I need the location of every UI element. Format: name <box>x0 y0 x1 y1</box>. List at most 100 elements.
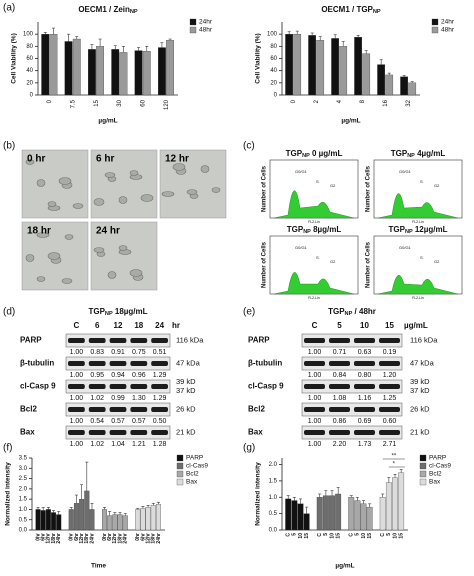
bar <box>291 500 298 531</box>
peak-label: G2 <box>434 183 440 188</box>
ratio: 1.20 <box>383 372 397 379</box>
ratio: 0.96 <box>132 372 146 379</box>
cell <box>118 196 128 204</box>
blot-band <box>88 361 106 366</box>
peak-label: G2 <box>330 183 336 188</box>
bar <box>122 515 128 531</box>
bar <box>316 497 323 531</box>
bar <box>35 509 41 531</box>
histogram-title: TGPNP 4µg/mL <box>391 149 446 159</box>
blot-strip <box>301 425 403 440</box>
blot-band <box>88 407 106 412</box>
title: OECM1 / ZeinNP <box>78 5 138 15</box>
y-tick-label: 3.0 <box>19 466 28 472</box>
x-tick-label: 8 <box>360 99 366 103</box>
y-tick-label: 0.0 <box>19 528 28 534</box>
y-axis-label: Number of Cells <box>366 165 372 212</box>
blot-band <box>88 384 106 389</box>
ratio: 1.00 <box>308 372 322 379</box>
x-tick-label: 120 <box>164 99 170 110</box>
peak-label: G0/G1 <box>295 245 308 250</box>
x-tick-label: 15 <box>367 533 373 539</box>
x-axis-label: FL2-Lin <box>412 296 424 300</box>
x-tick-label: 6hr <box>107 533 113 541</box>
histogram <box>377 193 459 219</box>
size-label: 37 kD <box>410 386 430 395</box>
blot-band <box>130 384 148 389</box>
blot-band <box>151 384 168 389</box>
bar <box>119 52 128 96</box>
cell <box>36 232 50 238</box>
x-tick-label: 24hr <box>89 533 95 544</box>
blot-band <box>354 338 375 343</box>
bar <box>316 40 325 96</box>
cell <box>47 252 61 260</box>
x-tick-label: 12hr <box>145 533 151 544</box>
y-axis-label: Number of Cells <box>366 241 372 288</box>
bar <box>107 515 113 531</box>
row-label: Bax <box>248 428 263 437</box>
legend-swatch <box>431 18 439 26</box>
bar <box>111 49 120 96</box>
micrograph-label: 12 hr <box>165 154 189 165</box>
bar <box>142 51 151 96</box>
title-subscript: NP <box>130 9 138 15</box>
histogram-title: TGPNP 12µg/mL <box>389 225 448 235</box>
ratio: 1.21 <box>132 441 146 448</box>
legend-swatch <box>176 462 184 470</box>
blot-band <box>329 430 350 435</box>
bar <box>112 514 118 531</box>
micrograph-label: 0 hr <box>27 154 45 165</box>
ratio: 1.25 <box>383 395 397 402</box>
ratio: 0.86 <box>333 418 347 425</box>
ratio: 0.54 <box>90 418 104 425</box>
bar <box>72 38 81 96</box>
bar <box>49 34 58 96</box>
column-label: C <box>74 321 80 330</box>
title-dose: 8µg/mL <box>311 225 342 234</box>
blot-band <box>109 384 127 389</box>
row-label: cl-Casp 9 <box>248 382 284 391</box>
cell <box>104 172 116 178</box>
blot-band <box>354 430 375 435</box>
blot-band <box>379 430 400 435</box>
ratio: 1.00 <box>70 418 84 425</box>
peak-label: G0/G1 <box>399 245 412 250</box>
cell <box>58 177 72 185</box>
blot-band <box>304 430 325 435</box>
x-axis-label: FL2-Lin <box>308 220 320 224</box>
bar <box>339 46 348 96</box>
bar <box>335 493 342 531</box>
blot-band <box>109 430 127 435</box>
y-tick-label: 3.5 <box>19 456 28 462</box>
micrograph-label: 6 hr <box>96 154 114 165</box>
y-axis-label: Cell Viability (%) <box>255 33 262 83</box>
ratio: 1.02 <box>90 395 104 402</box>
x-tick-label: C <box>286 533 292 537</box>
ratio: 1.02 <box>90 441 104 448</box>
blot-band <box>329 338 350 343</box>
y-tick-label: 0.5 <box>269 511 278 517</box>
ratio: 1.00 <box>308 418 322 425</box>
blot-band <box>329 384 350 389</box>
ratio: 1.28 <box>153 441 167 448</box>
cell <box>140 194 154 202</box>
bar <box>117 514 123 531</box>
blot-strip <box>301 402 403 417</box>
bar <box>145 507 151 531</box>
histogram <box>273 190 355 219</box>
bar <box>79 498 85 531</box>
x-tick-label: 4 <box>337 99 343 103</box>
y-tick-label: 1.5 <box>19 497 28 503</box>
y-tick-label: 60 <box>26 56 33 62</box>
x-tick-label: C <box>380 533 386 537</box>
bar <box>392 477 398 531</box>
ratio: 0.51 <box>153 349 167 356</box>
panel-label: (e) <box>243 307 255 318</box>
bar <box>329 495 335 531</box>
y-tick-label: 20 <box>270 80 277 86</box>
cell <box>64 234 74 240</box>
size-label: 37 kD <box>176 386 196 395</box>
legend-label: Bcl2 <box>429 471 442 478</box>
ratio: 0.63 <box>358 349 372 356</box>
